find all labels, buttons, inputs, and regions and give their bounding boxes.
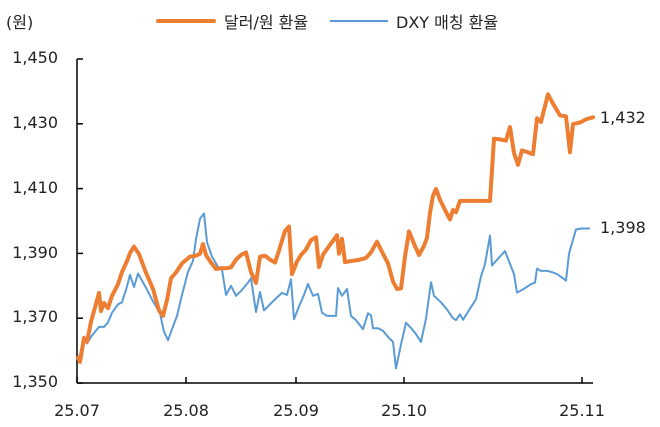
legend-item-dxy: DXY 매칭 환율 (330, 9, 498, 33)
x-tick-label: 25.08 (163, 401, 209, 420)
legend-label: DXY 매칭 환율 (396, 13, 499, 32)
y-tick-label: 1,390 (12, 243, 58, 262)
y-tick-label: 1,450 (12, 48, 58, 67)
dxy-line (77, 212, 590, 370)
x-tick-label: 25.10 (381, 401, 427, 420)
x-tick-label: 25.07 (54, 401, 100, 420)
legend-swatch-orange (156, 19, 216, 23)
y-axis (76, 58, 83, 384)
x-tick-label: 25.11 (559, 401, 605, 420)
usdkrw-end-label: 1,432 (600, 108, 646, 127)
y-tick-label: 1,350 (12, 372, 58, 391)
legend-item-usdkrw: 달러/원 환율 (156, 9, 308, 33)
y-axis-unit-label: (원) (6, 13, 34, 32)
y-tick-label: 1,430 (12, 113, 58, 132)
x-tick-label: 25.09 (273, 401, 319, 420)
y-tick-label: 1,410 (12, 178, 58, 197)
y-tick-label: 1,370 (12, 307, 58, 326)
x-axis (76, 377, 593, 384)
dxy-end-label: 1,398 (600, 218, 646, 237)
legend-swatch-blue (330, 20, 388, 22)
legend-label: 달러/원 환율 (224, 13, 309, 32)
usdkrw-line (76, 92, 595, 364)
